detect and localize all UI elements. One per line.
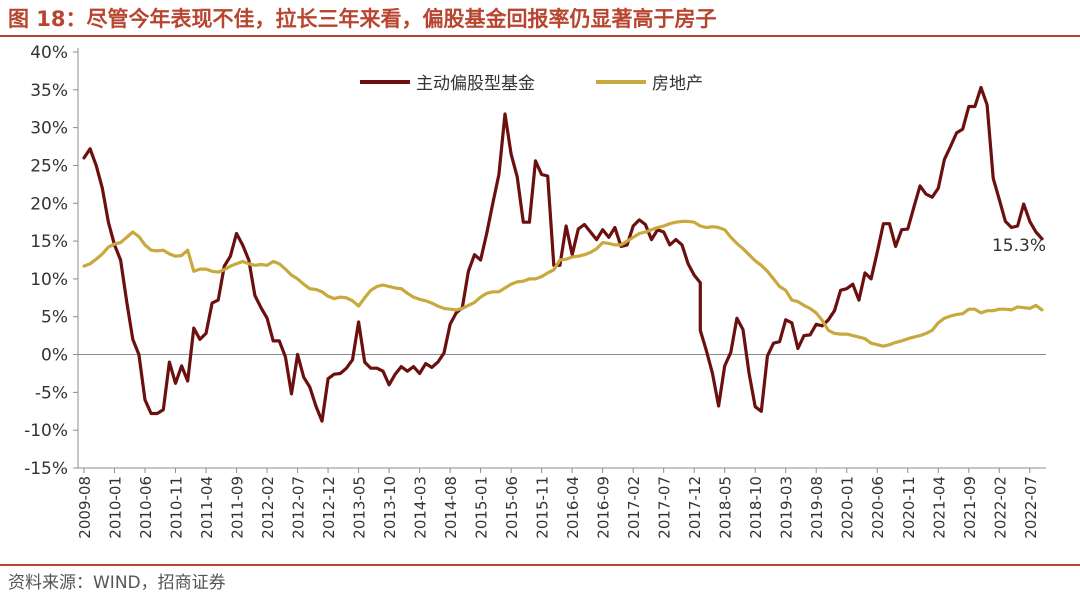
x-tick-label: 2016-04: [564, 476, 582, 539]
y-tick-label: 40%: [30, 43, 68, 63]
x-tick-label: 2022-02: [991, 476, 1009, 539]
x-tick-label: 2013-05: [351, 476, 369, 539]
x-tick-label: 2009-08: [76, 476, 94, 539]
y-tick-label: 10%: [30, 270, 68, 290]
x-tick-label: 2012-02: [259, 476, 277, 539]
legend: 主动偏股型基金 房地产: [360, 74, 703, 94]
x-tick-label: 2019-08: [808, 476, 826, 539]
x-tick-label: 2015-01: [473, 476, 491, 539]
y-tick-label: 20%: [30, 194, 68, 214]
x-tick-label: 2010-11: [168, 476, 186, 539]
y-tick-label: -10%: [24, 421, 68, 441]
x-tick-label: 2014-03: [412, 476, 430, 539]
chart-title: 图 18：尽管今年表现不佳，拉长三年来看，偏股基金回报率仍显著高于房子: [8, 7, 717, 31]
x-tick-label: 2011-04: [198, 476, 216, 539]
legend-label: 主动偏股型基金: [416, 74, 535, 94]
x-tick-label: 2013-10: [381, 476, 399, 539]
legend-label: 房地产: [652, 74, 703, 94]
x-tick-label: 2018-05: [717, 476, 735, 539]
x-tick-label: 2014-08: [442, 476, 460, 539]
y-tick-label: 15%: [30, 232, 68, 252]
line-chart: -15% -10% -5% 0% 5% 10% 15% 20% 25% 30% 35% 40% 200…: [24, 43, 1046, 539]
x-tick-label: 2015-06: [503, 476, 521, 539]
footer-divider: [0, 564, 1080, 566]
x-tick-label: 2021-09: [961, 476, 979, 539]
series-lines: [82, 85, 1044, 423]
last-value-label: 15.3%: [992, 236, 1046, 256]
x-axis: 2009-08 2010-01 2010-06 2010-11 2011-04 2011-…: [76, 354, 1046, 539]
x-tick-label: 2015-11: [534, 476, 552, 539]
y-tick-label: 30%: [30, 119, 68, 139]
x-tick-label: 2012-07: [290, 476, 308, 539]
source-note: 资料来源：WIND，招商证券: [8, 573, 226, 593]
x-tick-label: 2012-12: [320, 476, 338, 539]
x-tick-label: 2019-03: [778, 476, 796, 539]
y-tick-label: 5%: [41, 308, 68, 328]
fund-series-line: [82, 85, 1044, 423]
title-divider: [0, 35, 1080, 37]
x-tick-label: 2017-12: [686, 476, 704, 539]
y-axis: -15% -10% -5% 0% 5% 10% 15% 20% 25% 30% 35% 40%: [24, 43, 79, 479]
y-tick-label: 0%: [41, 346, 68, 366]
x-tick-label: 2020-11: [900, 476, 918, 539]
x-tick-label: 2020-01: [839, 476, 857, 539]
x-tick-label: 2020-06: [869, 476, 887, 539]
x-tick-label: 2018-10: [747, 476, 765, 539]
y-tick-label: 35%: [30, 81, 68, 101]
x-tick-label: 2017-07: [656, 476, 674, 539]
property-series-line: [82, 219, 1044, 348]
title-bar: 图 18：尽管今年表现不佳，拉长三年来看，偏股基金回报率仍显著高于房子: [0, 0, 1080, 37]
y-tick-label: 25%: [30, 156, 68, 176]
x-tick-label: 2010-06: [137, 476, 155, 539]
x-tick-label: 2016-09: [595, 476, 613, 539]
x-tick-label: 2021-04: [930, 476, 948, 539]
x-tick-label: 2022-07: [1022, 476, 1040, 539]
x-tick-label: 2011-09: [229, 476, 247, 539]
y-tick-label: -5%: [35, 383, 68, 403]
y-tick-label: -15%: [24, 459, 68, 479]
x-tick-label: 2010-01: [107, 476, 125, 539]
x-tick-label: 2017-02: [625, 476, 643, 539]
